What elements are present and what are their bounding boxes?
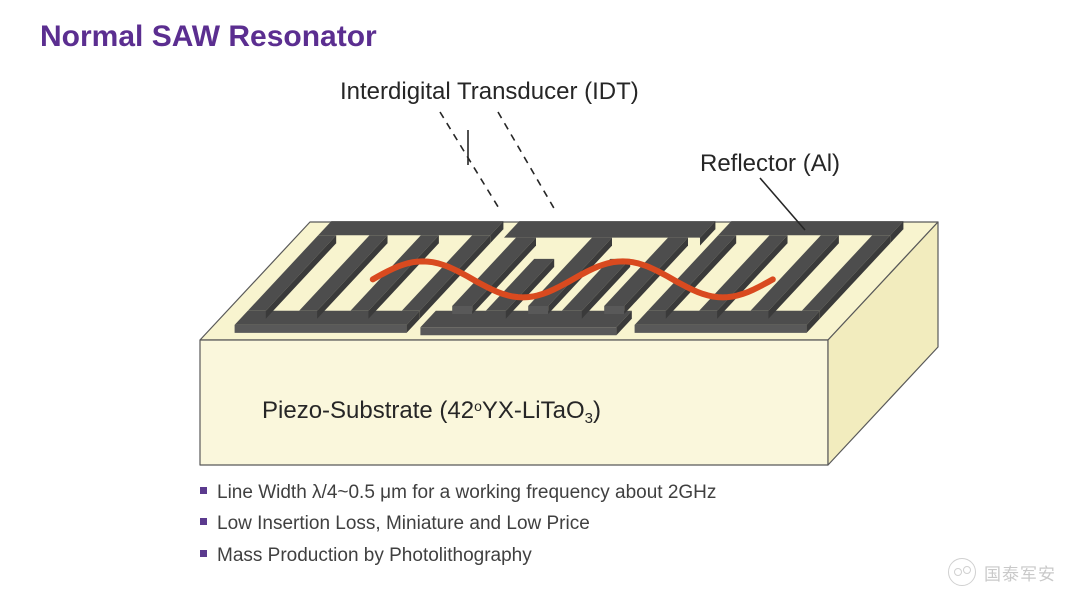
diagram-stage: Normal SAW Resonator Interdigital Transd…: [0, 0, 1080, 608]
bullet-list: Line Width λ/4~0.5 μm for a working freq…: [200, 478, 716, 572]
bullet-item: Low Insertion Loss, Miniature and Low Pr…: [200, 509, 716, 538]
svg-text:Piezo-Substrate (42oYX-LiTaO3): Piezo-Substrate (42oYX-LiTaO3): [262, 397, 601, 427]
watermark-text: 国泰军安: [984, 560, 1056, 585]
wechat-icon: [948, 558, 976, 586]
watermark: 国泰军安: [948, 558, 1056, 586]
bullet-item: Line Width λ/4~0.5 μm for a working freq…: [200, 478, 716, 507]
bullet-item: Mass Production by Photolithography: [200, 541, 716, 570]
